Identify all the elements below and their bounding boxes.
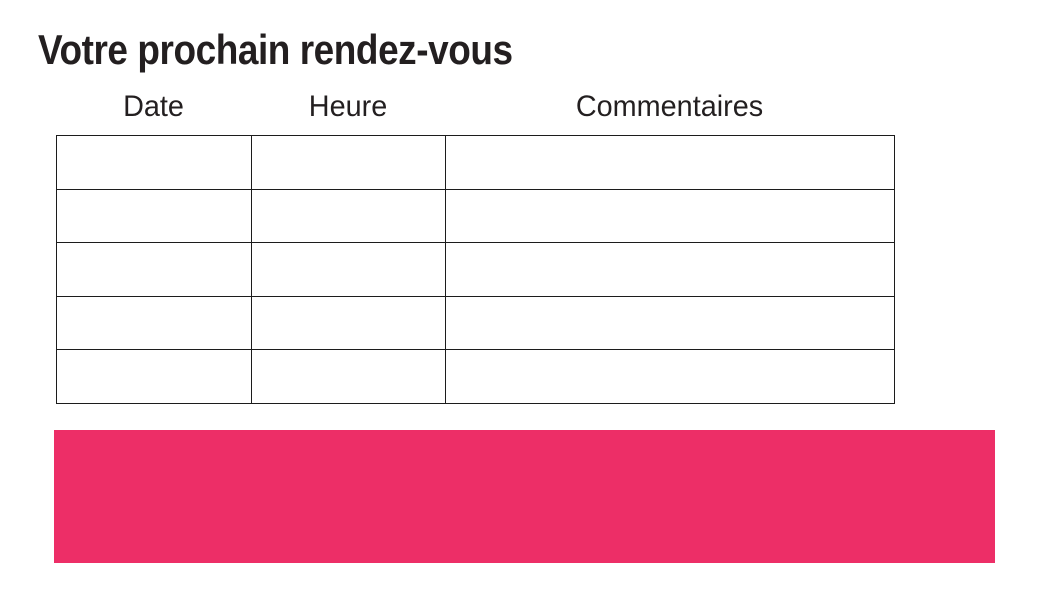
table-cell	[251, 242, 446, 297]
column-header-commentaires: Commentaires	[575, 90, 764, 123]
table-cell	[251, 349, 446, 404]
table-row	[56, 188, 895, 244]
table-row	[56, 135, 895, 190]
table-cell	[445, 349, 895, 404]
table-cell	[251, 295, 446, 351]
table-row	[56, 242, 895, 297]
table-cell	[251, 188, 446, 244]
table-cell	[56, 242, 252, 297]
table-row	[56, 295, 895, 351]
table-cell	[56, 135, 252, 190]
appointments-table	[56, 135, 895, 404]
table-header-row: Date Heure Commentaires	[56, 90, 894, 124]
table-row	[56, 349, 895, 404]
column-header-date: Date	[123, 90, 184, 123]
table-cell	[445, 135, 895, 190]
table-cell	[445, 295, 895, 351]
table-cell	[445, 242, 895, 297]
table-cell	[56, 349, 252, 404]
appointments-table-body	[56, 135, 895, 404]
pink-banner	[54, 430, 995, 563]
column-header-heure: Heure	[308, 90, 388, 123]
page-title: Votre prochain rendez-vous	[38, 26, 513, 73]
table-cell	[56, 295, 252, 351]
table-cell	[251, 135, 446, 190]
table-cell	[56, 188, 252, 244]
table-cell	[445, 188, 895, 244]
